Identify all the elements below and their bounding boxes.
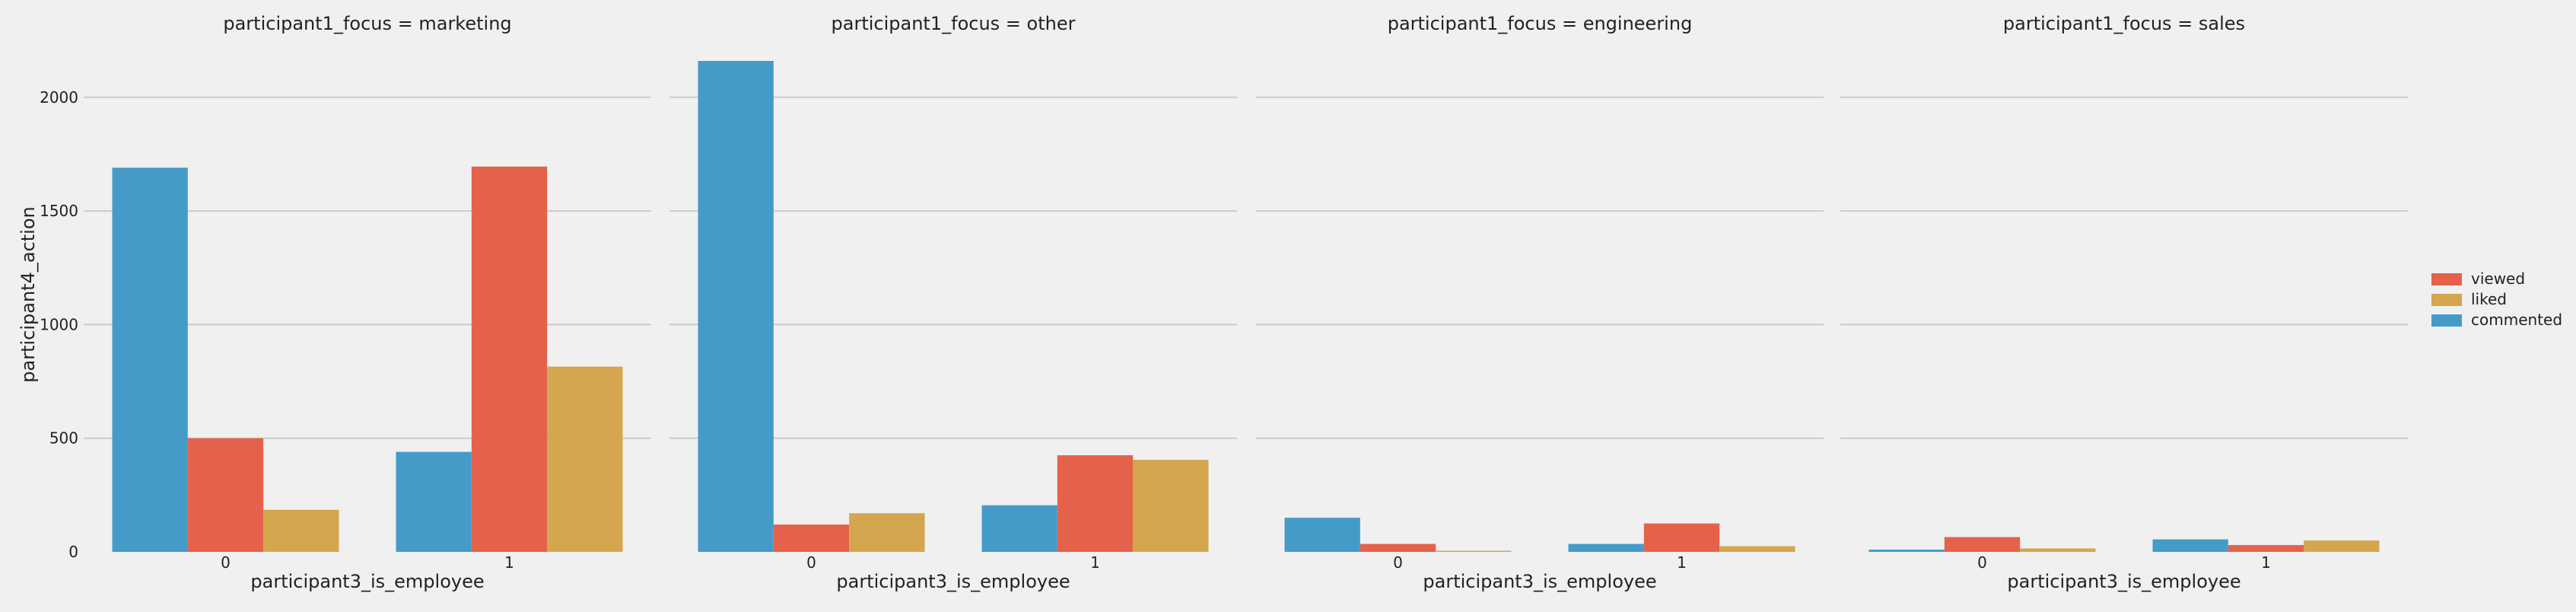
facet-title: participant1_focus = sales xyxy=(2003,13,2245,34)
bar-other-commented-0 xyxy=(698,61,774,552)
bar-other-liked-0 xyxy=(849,513,925,552)
x-axis-label: participant3_is_employee xyxy=(836,571,1070,592)
bar-engineering-commented-1 xyxy=(1568,543,1644,552)
bar-marketing-viewed-0 xyxy=(187,438,264,552)
y-tick-label: 2000 xyxy=(40,88,78,107)
y-tick-label: 500 xyxy=(49,429,78,448)
y-tick-label: 1500 xyxy=(40,202,78,220)
bar-engineering-commented-0 xyxy=(1284,518,1360,552)
facet-title: participant1_focus = marketing xyxy=(223,13,511,34)
bar-sales-viewed-0 xyxy=(1944,537,2021,552)
bar-other-liked-1 xyxy=(1133,460,1209,552)
x-tick-label: 0 xyxy=(806,553,816,572)
legend-swatch-viewed xyxy=(2431,273,2462,285)
x-axis-label: participant3_is_employee xyxy=(2007,571,2240,592)
bar-marketing-viewed-1 xyxy=(471,166,548,552)
bar-engineering-viewed-0 xyxy=(1360,543,1436,552)
y-tick-label: 1000 xyxy=(40,315,78,333)
x-tick-label: 1 xyxy=(504,553,514,572)
bar-marketing-commented-0 xyxy=(112,167,188,552)
legend-label-liked: liked xyxy=(2471,290,2507,308)
y-tick-label: 0 xyxy=(68,543,78,561)
x-tick-label: 0 xyxy=(1977,553,1987,572)
bar-marketing-commented-1 xyxy=(396,451,472,552)
x-tick-label: 0 xyxy=(221,553,231,572)
bar-sales-commented-1 xyxy=(2152,539,2228,552)
legend-label-viewed: viewed xyxy=(2471,269,2525,288)
bar-sales-viewed-1 xyxy=(2228,545,2304,552)
x-tick-label: 0 xyxy=(1393,553,1403,572)
facet-title: participant1_focus = engineering xyxy=(1388,13,1693,34)
y-axis-label: participant4_action xyxy=(17,206,39,382)
bar-other-commented-1 xyxy=(981,505,1057,552)
x-axis-label: participant3_is_employee xyxy=(1423,571,1656,592)
x-tick-label: 1 xyxy=(2261,553,2271,572)
bar-engineering-liked-0 xyxy=(1436,550,1512,552)
bar-other-viewed-0 xyxy=(773,524,850,552)
x-tick-label: 1 xyxy=(1677,553,1687,572)
bar-engineering-viewed-1 xyxy=(1643,523,1720,552)
x-tick-label: 1 xyxy=(1090,553,1100,572)
legend-swatch-liked xyxy=(2431,294,2462,306)
bar-marketing-liked-1 xyxy=(547,366,623,552)
legend-swatch-commented xyxy=(2431,314,2462,327)
legend-label-commented: commented xyxy=(2471,311,2562,329)
x-axis-label: participant3_is_employee xyxy=(250,571,484,592)
bar-engineering-liked-1 xyxy=(1719,546,1795,552)
bar-sales-commented-0 xyxy=(1868,550,1945,552)
bar-sales-liked-1 xyxy=(2304,540,2380,552)
bar-marketing-liked-0 xyxy=(263,509,339,552)
bar-sales-liked-0 xyxy=(2020,548,2096,552)
facet-title: participant1_focus = other xyxy=(832,13,1076,34)
bar-other-viewed-1 xyxy=(1057,455,1134,552)
